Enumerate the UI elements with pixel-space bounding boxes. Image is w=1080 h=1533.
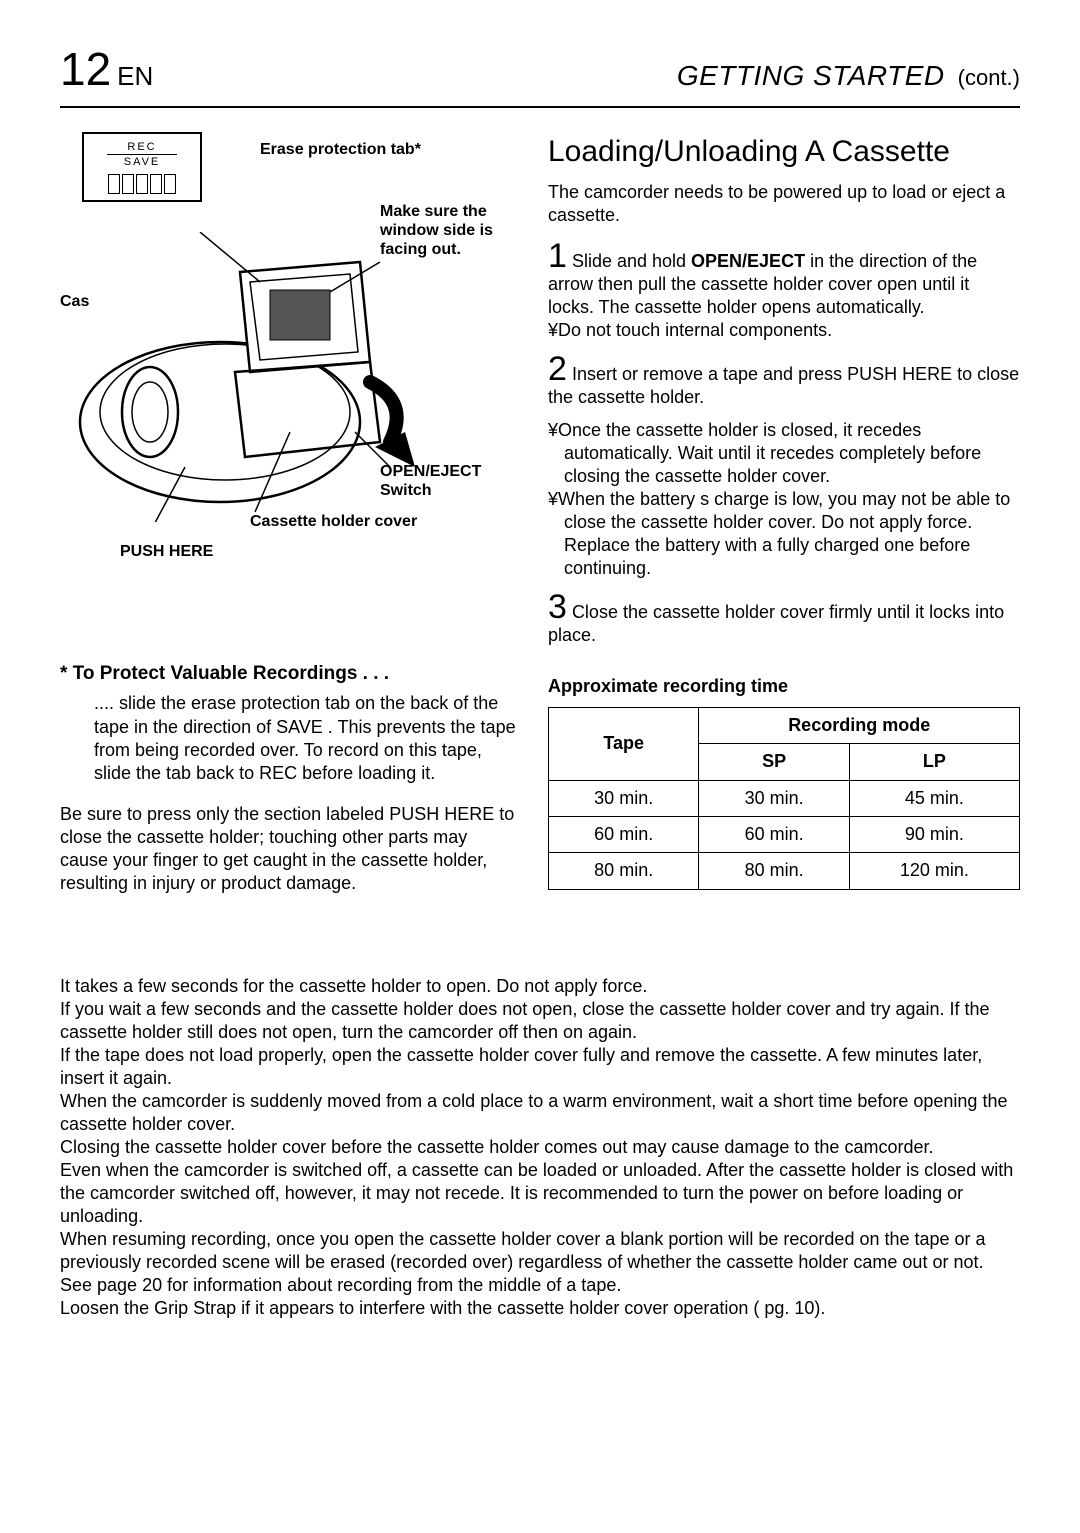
cell-sp: 30 min. [699,780,849,816]
left-column: REC SAVE Erase protection tab* Make sure… [60,132,520,895]
table-row: 80 min. 80 min. 120 min. [549,853,1020,889]
page-lang: EN [117,60,153,94]
step-2-bullet-2: ¥When the battery s charge is low, you m… [548,488,1020,580]
section-title-group: GETTING STARTED (cont.) [677,58,1020,94]
step-2-text: Insert or remove a tape and press PUSH H… [548,364,1019,407]
cell-lp: 45 min. [849,780,1019,816]
page-number-group: 12 EN [60,40,153,100]
table-row: 30 min. 30 min. 45 min. [549,780,1020,816]
camcorder-svg-icon [70,232,460,522]
page-header: 12 EN GETTING STARTED (cont.) [60,40,1020,108]
th-sp: SP [699,744,849,780]
push-here-warning: Be sure to press only the section labele… [60,803,520,895]
cell-lp: 120 min. [849,853,1019,889]
note-2: If you wait a few seconds and the casset… [60,998,1020,1044]
table-title: Approximate recording time [548,675,1020,698]
step-2-bullet-1: ¥Once the cassette holder is closed, it … [548,419,1020,488]
note-8: Loosen the Grip Strap if it appears to i… [60,1297,1020,1320]
step-1-bold: OPEN/EJECT [691,251,805,271]
step-3-text: Close the cassette holder cover firmly u… [548,602,1004,645]
cell-sp: 80 min. [699,853,849,889]
note-5: Closing the cassette holder cover before… [60,1136,1020,1159]
main-intro: The camcorder needs to be powered up to … [548,181,1020,227]
cell-tape: 80 min. [549,853,699,889]
protect-heading: * To Protect Valuable Recordings . . . [60,662,520,687]
step-1-note: ¥Do not touch internal components. [548,319,1020,342]
label-push-here: PUSH HERE [120,542,213,561]
label-erase-tab: Erase protection tab* [260,140,421,159]
cassette-diagram: REC SAVE Erase protection tab* Make sure… [60,132,520,632]
step-2: 2 Insert or remove a tape and press PUSH… [548,352,1020,409]
tab-rec-label: REC [107,140,177,155]
note-7: When resuming recording, once you open t… [60,1228,1020,1297]
recording-time-table: Tape Recording mode SP LP 30 min. 30 min… [548,707,1020,890]
note-6: Even when the camcorder is switched off,… [60,1159,1020,1228]
table-row: 60 min. 60 min. 90 min. [549,816,1020,852]
step-3-number: 3 [548,588,567,626]
cell-sp: 60 min. [699,816,849,852]
tab-teeth-icon [108,174,176,194]
cell-tape: 30 min. [549,780,699,816]
cell-lp: 90 min. [849,816,1019,852]
page-number: 12 [60,40,111,100]
note-3: If the tape does not load properly, open… [60,1044,1020,1090]
step-2-number: 2 [548,350,567,388]
cell-tape: 60 min. [549,816,699,852]
erase-tab-diagram: REC SAVE [82,132,202,202]
right-column: Loading/Unloading A Cassette The camcord… [548,132,1020,895]
notes-section: It takes a few seconds for the cassette … [60,975,1020,1320]
th-tape: Tape [549,707,699,780]
note-4: When the camcorder is suddenly moved fro… [60,1090,1020,1136]
note-1: It takes a few seconds for the cassette … [60,975,1020,998]
section-cont: (cont.) [958,65,1020,90]
step-1: 1 Slide and hold OPEN/EJECT in the direc… [548,239,1020,342]
step-1-number: 1 [548,237,567,275]
th-lp: LP [849,744,1019,780]
main-title: Loading/Unloading A Cassette [548,132,1020,171]
step-1-pre: Slide and hold [572,251,691,271]
th-mode: Recording mode [699,707,1020,743]
step-3: 3 Close the cassette holder cover firmly… [548,590,1020,647]
section-title: GETTING STARTED [677,60,945,91]
step-2-bullets: ¥Once the cassette holder is closed, it … [548,419,1020,580]
camcorder-illustration [70,232,460,522]
protect-body: .... slide the erase protection tab on t… [60,692,520,784]
tab-save-label: SAVE [107,155,177,169]
